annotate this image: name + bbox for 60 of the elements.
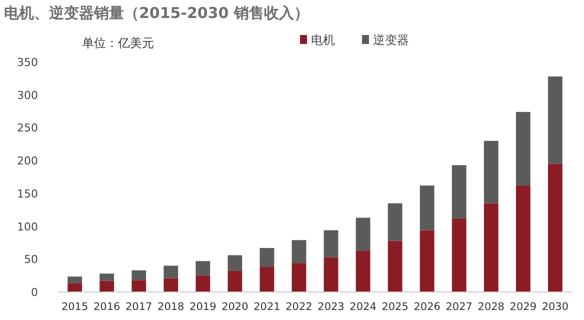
bar	[484, 140, 498, 204]
y-tick-label: 100	[17, 220, 38, 234]
chart-title: 电机、逆变器销量（2015-2030 销售收入）	[4, 4, 309, 22]
x-tick-label: 2015	[61, 301, 88, 313]
bar	[516, 112, 530, 186]
legend-label: 电机	[311, 33, 335, 47]
x-tick-label: 2025	[382, 301, 408, 313]
bar	[388, 240, 402, 292]
x-tick-label: 2019	[190, 301, 216, 313]
x-tick-label: 2016	[93, 301, 121, 313]
bar	[228, 255, 242, 271]
y-tick-label: 350	[17, 56, 38, 69]
y-tick-label: 0	[31, 286, 38, 299]
x-tick-label: 2026	[414, 301, 441, 313]
x-tick-label: 2029	[510, 301, 537, 313]
x-tick-label: 2017	[125, 301, 152, 313]
x-tick-label: 2030	[542, 301, 569, 313]
bar	[548, 164, 562, 292]
y-tick-label: 300	[17, 88, 38, 102]
x-tick-label: 2021	[254, 301, 280, 313]
bar	[452, 165, 466, 218]
bar	[548, 76, 562, 164]
x-tick-label: 2022	[286, 301, 312, 313]
bar	[292, 263, 306, 292]
y-tick-label: 50	[24, 253, 38, 266]
bar	[420, 186, 434, 230]
bar	[164, 278, 178, 292]
y-tick-label: 250	[17, 122, 38, 135]
bar	[388, 203, 402, 241]
bar	[484, 203, 498, 292]
bar	[260, 267, 274, 292]
bar	[260, 248, 274, 268]
y-tick-label: 150	[17, 187, 38, 200]
x-tick-label: 2020	[222, 301, 248, 313]
bar	[420, 230, 434, 292]
bar	[132, 280, 146, 292]
y-axis-title: 单位：亿美元	[82, 36, 154, 50]
bar	[68, 276, 82, 284]
bar	[228, 270, 242, 292]
bar	[132, 270, 146, 280]
bar	[196, 261, 210, 276]
x-tick-label: 2027	[446, 301, 472, 313]
bar	[356, 218, 370, 251]
bar	[164, 266, 178, 278]
y-tick-label: 200	[17, 154, 38, 168]
bar	[100, 274, 114, 281]
x-tick-label: 2024	[350, 301, 377, 313]
x-tick-label: 2023	[318, 301, 344, 313]
bar	[292, 240, 306, 264]
bar	[196, 276, 210, 292]
bar	[356, 250, 370, 292]
bar	[324, 257, 338, 292]
legend-label: 逆变器	[373, 33, 409, 47]
x-tick-label: 2018	[158, 301, 184, 313]
bar	[68, 283, 82, 292]
x-tick-label: 2028	[478, 301, 505, 313]
bar	[452, 218, 466, 292]
bar	[100, 280, 114, 292]
bar	[516, 186, 530, 292]
bar	[324, 230, 338, 258]
